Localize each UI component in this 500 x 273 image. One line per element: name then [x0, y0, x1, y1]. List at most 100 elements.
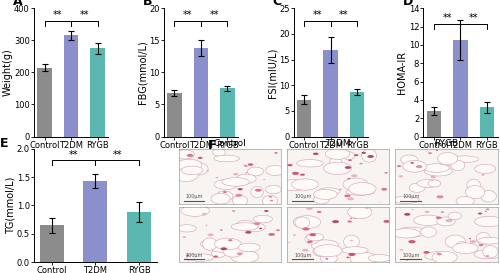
Ellipse shape: [342, 247, 368, 254]
Ellipse shape: [270, 200, 273, 201]
Ellipse shape: [384, 172, 388, 174]
Ellipse shape: [326, 258, 328, 260]
Y-axis label: Weight(g): Weight(g): [2, 49, 12, 96]
Ellipse shape: [310, 233, 316, 236]
Ellipse shape: [325, 149, 350, 159]
Ellipse shape: [466, 186, 485, 199]
Bar: [194, 48, 208, 136]
Ellipse shape: [316, 211, 322, 213]
Ellipse shape: [348, 206, 372, 219]
Ellipse shape: [412, 209, 414, 210]
Text: A: A: [13, 0, 23, 8]
Ellipse shape: [400, 155, 418, 165]
Text: **: **: [53, 10, 62, 20]
Ellipse shape: [392, 229, 420, 238]
Text: **: **: [339, 10, 348, 20]
Ellipse shape: [182, 166, 203, 175]
Ellipse shape: [280, 180, 307, 191]
Y-axis label: TG(mmol/L): TG(mmol/L): [6, 177, 16, 234]
Ellipse shape: [187, 154, 194, 157]
Ellipse shape: [425, 252, 449, 260]
Ellipse shape: [380, 202, 381, 203]
Ellipse shape: [332, 220, 339, 223]
Ellipse shape: [263, 179, 266, 180]
Ellipse shape: [223, 245, 243, 257]
Ellipse shape: [202, 238, 217, 250]
Bar: [426, 111, 442, 136]
Ellipse shape: [233, 173, 238, 175]
Text: F: F: [208, 139, 216, 152]
Ellipse shape: [474, 164, 496, 173]
Y-axis label: FSI(mIU/L): FSI(mIU/L): [268, 47, 278, 97]
Ellipse shape: [342, 152, 355, 160]
Ellipse shape: [214, 256, 218, 257]
Ellipse shape: [360, 163, 363, 164]
Ellipse shape: [314, 245, 342, 257]
Ellipse shape: [206, 170, 209, 171]
Ellipse shape: [236, 220, 255, 230]
Ellipse shape: [264, 210, 268, 212]
Ellipse shape: [329, 158, 342, 169]
Ellipse shape: [362, 152, 366, 154]
Ellipse shape: [354, 218, 356, 219]
Ellipse shape: [436, 253, 442, 255]
Bar: [324, 50, 338, 136]
Ellipse shape: [293, 235, 296, 236]
Ellipse shape: [268, 233, 275, 236]
Ellipse shape: [417, 179, 440, 187]
Ellipse shape: [266, 165, 284, 176]
Ellipse shape: [451, 160, 464, 171]
Ellipse shape: [484, 211, 487, 212]
Ellipse shape: [409, 183, 425, 192]
Text: 100μm: 100μm: [402, 253, 420, 258]
Ellipse shape: [222, 178, 250, 186]
Ellipse shape: [348, 159, 352, 161]
Ellipse shape: [237, 253, 242, 255]
Ellipse shape: [345, 166, 351, 169]
Ellipse shape: [344, 235, 359, 248]
Ellipse shape: [384, 220, 390, 223]
Ellipse shape: [176, 150, 195, 159]
Ellipse shape: [214, 155, 240, 162]
Ellipse shape: [244, 165, 246, 166]
Bar: [297, 100, 312, 136]
Ellipse shape: [354, 154, 358, 156]
Ellipse shape: [438, 152, 458, 165]
Ellipse shape: [351, 174, 358, 177]
Ellipse shape: [211, 245, 238, 253]
Ellipse shape: [416, 165, 422, 168]
Ellipse shape: [223, 191, 226, 193]
Ellipse shape: [245, 223, 265, 232]
Bar: [90, 48, 105, 136]
Ellipse shape: [432, 251, 457, 263]
Ellipse shape: [404, 213, 410, 216]
Ellipse shape: [216, 177, 218, 178]
Text: **: **: [80, 10, 89, 20]
Ellipse shape: [262, 195, 278, 207]
Ellipse shape: [238, 188, 242, 190]
Ellipse shape: [367, 155, 374, 158]
Bar: [38, 67, 52, 136]
Ellipse shape: [348, 253, 356, 256]
Ellipse shape: [312, 240, 339, 251]
Ellipse shape: [292, 172, 299, 175]
Ellipse shape: [350, 218, 352, 219]
Ellipse shape: [313, 153, 318, 155]
Ellipse shape: [441, 211, 444, 213]
Ellipse shape: [350, 252, 377, 265]
Ellipse shape: [259, 228, 262, 229]
Ellipse shape: [266, 185, 281, 194]
Ellipse shape: [186, 162, 208, 175]
Ellipse shape: [186, 254, 214, 261]
Ellipse shape: [338, 189, 342, 190]
Ellipse shape: [302, 227, 310, 231]
Text: **: **: [312, 10, 322, 20]
Text: 100μm: 100μm: [402, 194, 420, 199]
Ellipse shape: [343, 178, 368, 191]
Ellipse shape: [313, 246, 336, 257]
Text: 100μm: 100μm: [294, 253, 312, 258]
Ellipse shape: [293, 216, 320, 229]
Ellipse shape: [248, 163, 254, 166]
Ellipse shape: [381, 188, 387, 191]
Ellipse shape: [344, 194, 350, 197]
